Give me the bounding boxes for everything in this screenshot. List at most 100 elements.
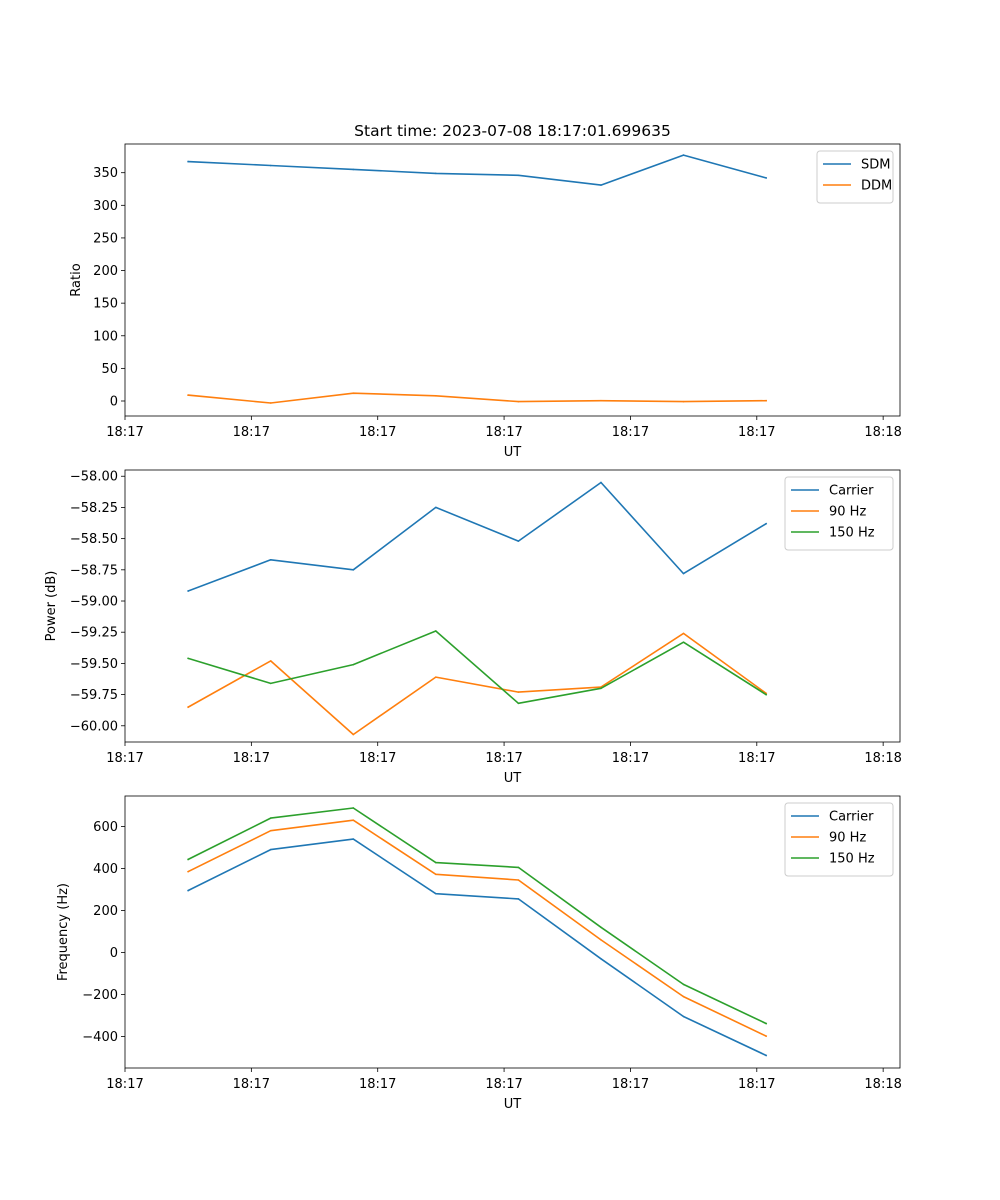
frequency-data-point-150-hz [269, 817, 272, 819]
frequency-data-point-carrier [600, 957, 602, 960]
frequency-data-point-150-hz [682, 983, 685, 986]
ratio-x-tick-label: 18:17 [106, 425, 143, 440]
ratio-data-point-sdm [269, 164, 272, 167]
ratio-data-point-sdm [765, 177, 767, 179]
ratio-data-point-ddm [682, 400, 685, 403]
power-y-tick-label: −58.75 [70, 563, 118, 578]
frequency-data-point-90-hz [269, 829, 272, 832]
power-legend-label-150-hz: 150 Hz [829, 526, 875, 541]
frequency-y-tick-label: −400 [82, 1030, 118, 1045]
ratio-y-tick-label: 0 [110, 394, 118, 409]
power-y-axis-label: Power (dB) [44, 571, 59, 642]
frequency-y-axis-label: Frequency (Hz) [56, 883, 71, 981]
power-data-point-90-hz [352, 733, 355, 736]
ratio-x-tick-label: 18:17 [233, 425, 270, 440]
ratio-y-tick-label: 250 [93, 231, 118, 246]
ratio-x-tick-label: 18:17 [612, 425, 649, 440]
ratio-panel: 18:17 18:17 18:17 18:17 18:17 18:17 18:18 0 50 10… [69, 122, 902, 460]
power-x-tick-label: 18:17 [359, 751, 396, 766]
frequency-x-tick-label: 18:18 [864, 1077, 901, 1092]
power-data-point-90-hz [435, 676, 437, 678]
power-x-tick-label: 18:17 [106, 751, 143, 766]
frequency-series-line-carrier [187, 838, 768, 1057]
power-x-tick-label: 18:17 [233, 751, 270, 766]
power-x-tick-label: 18:17 [485, 751, 522, 766]
power-series-line-150-hz [187, 630, 768, 705]
frequency-series-line-150-hz [187, 807, 768, 1025]
frequency-x-tick-label: 18:17 [612, 1077, 649, 1092]
ratio-series-line-sdm [187, 154, 768, 186]
frequency-data-point-carrier [682, 1015, 685, 1018]
power-data-point-90-hz [517, 691, 520, 693]
power-x-axis-label: UT [504, 771, 522, 786]
power-axes-frame [124, 469, 901, 743]
ratio-y-axis-label: Ratio [69, 263, 84, 296]
power-legend: Carrier 90 Hz 150 Hz [784, 476, 894, 551]
frequency-data-point-carrier [435, 892, 437, 895]
frequency-data-point-150-hz [765, 1022, 767, 1025]
power-data-point-90-hz [682, 632, 685, 635]
frequency-x-tick-label: 18:17 [359, 1077, 396, 1092]
frequency-series-line-90-hz [187, 819, 768, 1038]
frequency-data-point-150-hz [352, 807, 355, 809]
power-panel: 18:17 18:17 18:17 18:17 18:17 18:17 18:18 −60.0… [44, 469, 902, 786]
power-y-tick-label: −58.25 [70, 501, 118, 516]
frequency-x-tick-label: 18:17 [738, 1077, 775, 1092]
ratio-data-point-ddm [435, 394, 437, 397]
frequency-data-point-90-hz [600, 939, 602, 941]
power-data-point-150-hz [352, 663, 355, 666]
frequency-legend-label-150-hz: 150 Hz [829, 852, 875, 867]
ratio-data-point-ddm [187, 394, 189, 396]
frequency-y-tick-label: 200 [93, 904, 118, 919]
power-data-point-carrier [352, 569, 355, 571]
frequency-data-point-90-hz [682, 995, 685, 998]
power-data-point-90-hz [187, 706, 189, 708]
frequency-y-tick-label: 0 [110, 946, 118, 961]
ratio-legend: SDM DDM [816, 150, 894, 204]
power-x-tick-label: 18:17 [612, 751, 649, 766]
power-data-point-150-hz [600, 687, 602, 690]
ratio-x-tick-label: 18:17 [359, 425, 396, 440]
ratio-data-point-sdm [352, 168, 355, 171]
ratio-x-tick-label: 18:18 [864, 425, 901, 440]
power-y-tick-label: −58.00 [70, 470, 118, 485]
ratio-y-tick-label: 350 [93, 166, 118, 181]
power-y-tick-label: −59.00 [70, 595, 118, 610]
power-data-point-carrier [600, 481, 602, 484]
power-data-point-carrier [517, 540, 520, 542]
power-x-tick-label: 18:18 [864, 751, 901, 766]
frequency-data-point-90-hz [187, 870, 189, 873]
frequency-data-point-90-hz [765, 1035, 767, 1037]
ratio-y-tick-label: 150 [93, 297, 118, 312]
frequency-data-point-150-hz [435, 861, 437, 864]
power-series-line-90-hz [187, 632, 768, 736]
power-data-point-carrier [269, 559, 272, 561]
ratio-axes-frame [124, 143, 901, 417]
power-y-tick-label: −59.25 [70, 626, 118, 641]
power-series-line-carrier [187, 481, 768, 593]
power-data-point-carrier [682, 572, 685, 575]
ratio-data-point-ddm [765, 399, 767, 402]
ratio-data-point-sdm [187, 160, 189, 163]
frequency-data-point-90-hz [435, 873, 437, 876]
frequency-data-point-carrier [269, 848, 272, 851]
frequency-data-point-150-hz [600, 926, 602, 929]
power-data-point-carrier [765, 522, 767, 525]
frequency-legend-label-90-hz: 90 Hz [829, 831, 866, 846]
power-data-point-carrier [187, 590, 189, 592]
chart-title: Start time: 2023-07-08 18:17:01.699635 [354, 122, 671, 140]
frequency-data-point-90-hz [352, 819, 355, 821]
ratio-legend-label-ddm: DDM [861, 179, 892, 194]
ratio-y-tick-label: 200 [93, 264, 118, 279]
ratio-data-point-ddm [517, 400, 520, 403]
power-data-point-150-hz [187, 657, 189, 660]
ratio-data-point-ddm [269, 402, 272, 404]
frequency-data-point-carrier [187, 889, 189, 892]
power-y-tick-label: −60.00 [70, 719, 118, 734]
ratio-y-tick-label: 300 [93, 199, 118, 214]
ratio-y-tick-label: 100 [93, 329, 118, 344]
frequency-x-tick-label: 18:17 [106, 1077, 143, 1092]
frequency-y-tick-label: −200 [82, 988, 118, 1003]
power-data-point-150-hz [765, 693, 767, 696]
